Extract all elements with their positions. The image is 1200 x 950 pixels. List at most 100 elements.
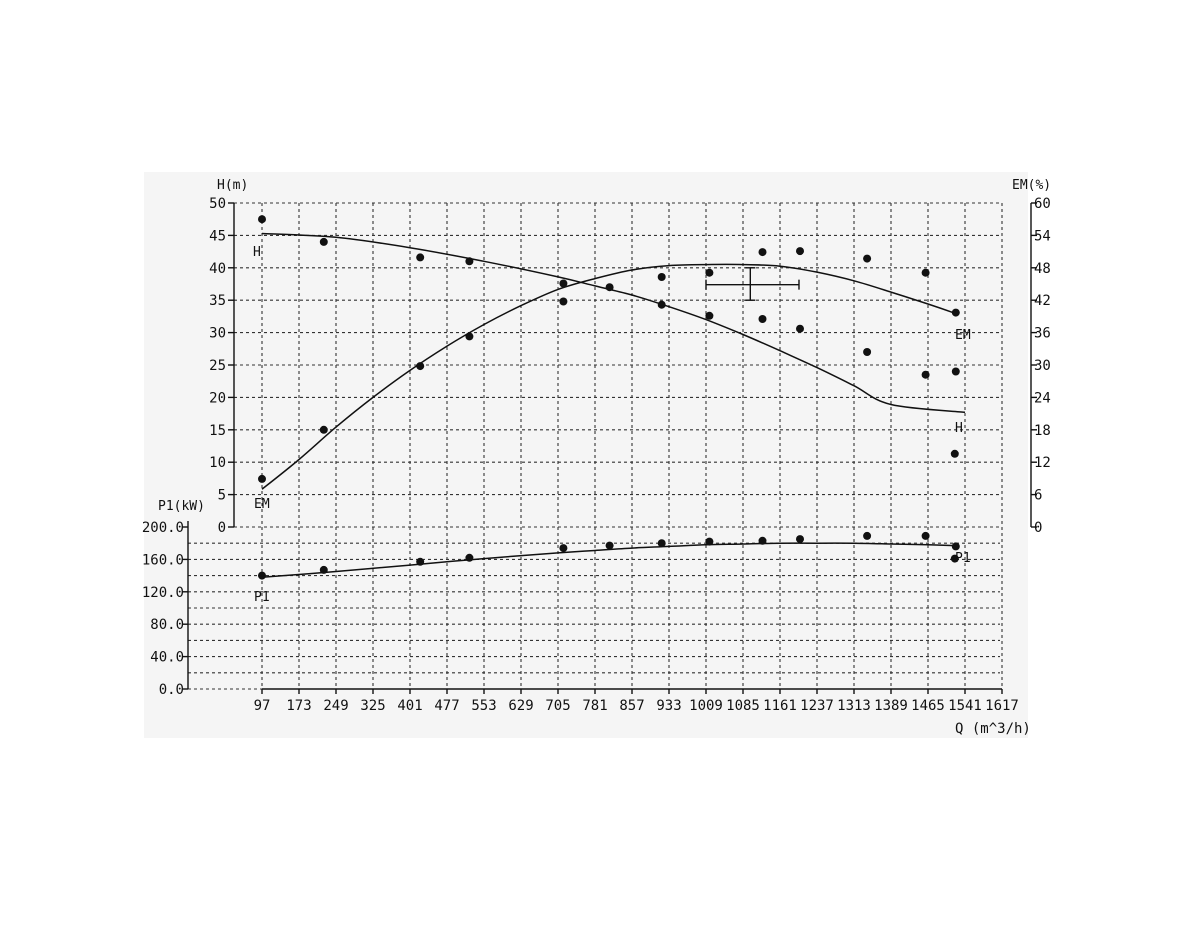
p1-data-point (465, 553, 474, 562)
p1-data-point (559, 544, 568, 553)
flow-axis-tick-label: 1465 (911, 698, 945, 714)
efficiency-axis-tick-label: 60 (1034, 196, 1051, 212)
em-data-point (705, 268, 714, 277)
flow-axis-tick-label: 1541 (948, 698, 982, 714)
p1-data-point (258, 571, 266, 580)
em-curve-label-end: EM (955, 328, 971, 343)
p1-data-point (416, 557, 425, 566)
efficiency-axis-tick-label: 0 (1034, 520, 1042, 536)
efficiency-axis-tick-label: 6 (1034, 488, 1042, 504)
flow-axis-tick-label: 1009 (689, 698, 723, 714)
p1-data-point (758, 536, 767, 545)
flow-axis-tick-label: 477 (434, 698, 459, 714)
head-axis-tick-label: 50 (209, 196, 226, 212)
h-data-point (758, 315, 767, 323)
h-data-point (705, 311, 714, 320)
flow-axis-tick-label: 629 (508, 698, 533, 714)
head-axis-tick-label: 30 (209, 326, 226, 342)
head-axis-title: H(m) (217, 178, 248, 193)
efficiency-axis-tick-label: 24 (1034, 390, 1051, 406)
h-curve (261, 232, 966, 414)
h-data-point (605, 283, 614, 292)
flow-axis-tick-label: 1085 (726, 698, 760, 714)
power-axis-tick-label: 200.0 (142, 520, 184, 536)
head-axis-tick-label: 35 (209, 293, 226, 309)
em-data-point (758, 248, 767, 257)
flow-axis-tick-label: 1389 (874, 698, 908, 714)
h-data-point (950, 449, 959, 458)
flow-axis-title: Q (m^3/h) (955, 721, 1031, 737)
flow-axis-tick-label: 325 (360, 698, 385, 714)
p1-data-point (950, 554, 959, 563)
power-axis-tick-label: 80.0 (150, 617, 184, 633)
head-axis-tick-label: 25 (209, 358, 226, 374)
p1-data-point (705, 537, 714, 546)
p1-data-point (319, 565, 328, 574)
p1-curve-label-end: P1 (955, 551, 971, 566)
power-axis-tick-label: 0.0 (159, 682, 184, 698)
p1-curve-label-start: P1 (254, 590, 270, 605)
em-data-point (863, 254, 872, 263)
flow-axis-tick-label: 705 (545, 698, 570, 714)
flow-axis-tick-label: 1313 (837, 698, 871, 714)
h-data-point (921, 370, 930, 379)
efficiency-axis-tick-label: 30 (1034, 358, 1051, 374)
head-axis-tick-label: 15 (209, 423, 226, 439)
head-axis-tick-label: 45 (209, 228, 226, 244)
p1-data-point (605, 541, 614, 550)
p1-curve (261, 542, 955, 578)
efficiency-axis-title: EM(%) (1012, 178, 1051, 193)
flow-axis-tick-label: 401 (397, 698, 422, 714)
em-data-point (657, 273, 666, 281)
head-axis-tick-label: 0 (218, 520, 226, 536)
em-curve (261, 263, 956, 490)
head-axis-tick-label: 40 (209, 261, 226, 277)
flow-axis-tick-label: 1161 (763, 698, 797, 714)
em-data-point (319, 425, 328, 434)
efficiency-axis-tick-label: 54 (1034, 228, 1051, 244)
flow-axis-tick-label: 249 (323, 698, 348, 714)
em-data-point (921, 268, 930, 277)
h-data-point (319, 237, 328, 246)
p1-data-point (657, 539, 666, 548)
scanned-chart-background (144, 172, 1028, 738)
head-axis-tick-label: 5 (218, 488, 226, 504)
flow-axis-tick-label: 1617 (985, 698, 1019, 714)
h-data-point (796, 324, 804, 333)
em-curve-label-start: EM (254, 497, 270, 512)
flow-axis-tick-label: 1237 (800, 698, 834, 714)
power-axis-tick-label: 120.0 (142, 585, 184, 601)
h-data-point (863, 348, 872, 356)
flow-axis-tick-label: 933 (656, 698, 681, 714)
h-data-point (416, 253, 425, 262)
head-axis-tick-label: 10 (209, 455, 226, 471)
h-data-point (559, 297, 568, 306)
em-data-point (559, 279, 568, 288)
efficiency-axis-tick-label: 12 (1034, 455, 1051, 471)
flow-axis-tick-label: 857 (619, 698, 644, 714)
efficiency-axis-tick-label: 18 (1034, 423, 1051, 439)
em-data-point (416, 362, 425, 371)
power-axis-tick-label: 160.0 (142, 552, 184, 568)
em-data-point (465, 332, 474, 341)
p1-data-point (796, 535, 804, 544)
power-axis-tick-label: 40.0 (150, 650, 184, 666)
flow-axis-tick-label: 781 (582, 698, 607, 714)
efficiency-axis-tick-label: 48 (1034, 261, 1051, 277)
em-data-point (796, 247, 804, 256)
flow-axis-tick-label: 173 (286, 698, 311, 714)
p1-data-point (863, 531, 872, 540)
head-axis-tick-label: 20 (209, 390, 226, 406)
em-data-point (951, 308, 960, 317)
efficiency-axis-tick-label: 36 (1034, 326, 1051, 342)
h-data-point (951, 367, 960, 376)
h-data-point (258, 215, 266, 224)
h-curve-label-end: H (955, 421, 963, 436)
h-data-point (465, 257, 474, 266)
h-data-point (657, 300, 666, 309)
flow-axis-tick-label: 553 (471, 698, 496, 714)
efficiency-axis-tick-label: 42 (1034, 293, 1051, 309)
h-curve-label-start: H (253, 245, 261, 260)
flow-axis-tick-label: 97 (254, 698, 271, 714)
em-data-point (258, 474, 266, 483)
